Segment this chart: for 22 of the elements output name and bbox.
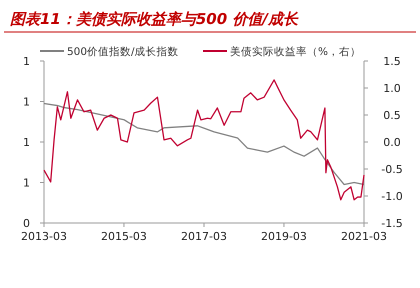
- y2-tick-label: -0.5: [381, 162, 403, 176]
- y2-tick-label: 0.5: [383, 108, 401, 122]
- y2-tick-label: -1.5: [381, 216, 403, 230]
- x-tick-label: 2015-03: [100, 230, 147, 243]
- y2-tick-label: 0.0: [383, 136, 401, 149]
- y2-tick-label: -1.0: [381, 190, 403, 203]
- y2-tick-label: 1.5: [383, 54, 401, 68]
- chart-title: 图表11：美债实际收益率与500 价值/成长: [10, 10, 299, 28]
- y-tick-label: 1: [23, 136, 30, 149]
- legend-label: 500价值指数/成长指数: [67, 45, 179, 58]
- x-tick-label: 2021-03: [341, 230, 387, 243]
- x-tick-label: 2013-03: [21, 230, 67, 243]
- line-series: [43, 102, 365, 186]
- x-tick-label: 2017-03: [181, 230, 227, 243]
- legend-label: 美债实际收益率（%，右）: [230, 45, 361, 58]
- x-tick-label: 2019-03: [260, 230, 307, 243]
- line-series: [43, 79, 365, 200]
- y-tick-label: 1: [23, 176, 30, 190]
- y2-tick-label: 1.0: [383, 82, 401, 95]
- y-tick-label: 0: [23, 216, 30, 230]
- y-tick-label: 1: [23, 95, 30, 108]
- y-tick-label: 1: [23, 54, 30, 68]
